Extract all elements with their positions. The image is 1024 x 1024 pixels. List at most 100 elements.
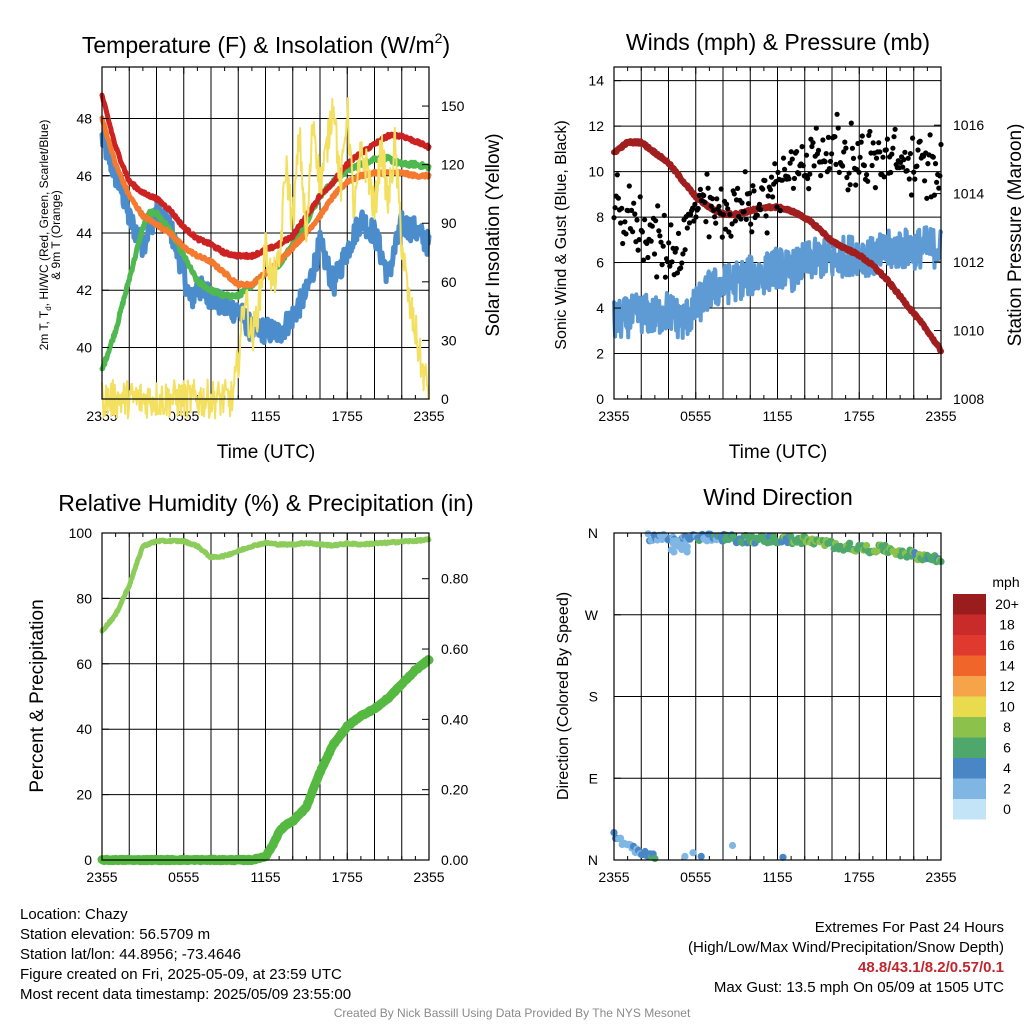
gust-point — [658, 239, 664, 245]
gust-point — [764, 230, 770, 236]
gust-point — [794, 149, 800, 155]
gust-point — [834, 111, 840, 117]
rh-ytick-label-right: 0.60 — [441, 641, 468, 657]
gust-point — [904, 168, 910, 174]
gust-point — [826, 166, 833, 172]
speed-legend-label: 2 — [1003, 781, 1011, 797]
gust-point — [656, 228, 662, 234]
gust-point — [634, 217, 640, 223]
gust-point — [724, 201, 730, 207]
direction-point — [670, 548, 678, 556]
speed-legend-swatch — [953, 717, 986, 738]
gust-point — [937, 173, 943, 179]
gust-point — [782, 166, 788, 172]
gust-point — [867, 128, 873, 135]
gust-point — [881, 174, 887, 180]
gust-point — [880, 154, 886, 160]
gust-point — [618, 220, 624, 226]
gust-point — [623, 231, 629, 237]
direction-point — [846, 539, 854, 547]
gust-point — [835, 125, 841, 131]
gust-point — [751, 188, 757, 194]
speed-legend-swatch — [953, 799, 986, 820]
gust-point — [789, 156, 795, 162]
gust-point — [901, 157, 907, 163]
gust-point — [637, 194, 643, 200]
temp-ytick-label-left: 46 — [76, 168, 92, 184]
gust-point — [822, 159, 828, 165]
gust-point — [790, 185, 797, 191]
gust-point — [642, 217, 648, 223]
gust-point — [703, 219, 709, 225]
wind-ytick-label-right: 1014 — [953, 186, 984, 202]
rh-ytick-label-left: 0 — [84, 852, 92, 868]
gust-point — [861, 162, 868, 169]
gust-point — [639, 229, 646, 235]
direction-point — [728, 841, 737, 850]
temp-series-dewpoint_orange — [99, 115, 432, 289]
winds-left-axis-label: Sonic Wind & Gust (Blue, Black) — [553, 120, 570, 349]
gust-point — [701, 192, 707, 199]
gust-point — [673, 245, 679, 252]
gust-point — [716, 203, 722, 209]
direction-point — [644, 530, 652, 538]
speed-legend-swatch — [953, 594, 986, 615]
gust-point — [612, 205, 618, 211]
gust-point — [858, 139, 864, 145]
gust-point — [889, 151, 895, 157]
gust-point — [890, 145, 896, 151]
dir-xtick-label: 1155 — [762, 869, 792, 885]
gust-point — [925, 161, 931, 167]
gust-point — [805, 175, 811, 182]
dir-ytick-label: E — [589, 770, 598, 786]
gust-point — [651, 251, 658, 257]
gust-point — [865, 178, 871, 184]
gust-point — [668, 222, 674, 228]
gust-point — [726, 229, 732, 235]
wind-ytick-label-left: 8 — [596, 209, 604, 225]
gust-point — [728, 233, 734, 239]
gust-point — [877, 149, 883, 155]
wind-ytick-label-left: 12 — [588, 118, 604, 134]
wind-ytick-label-right: 1010 — [953, 323, 984, 339]
rh-ytick-label-left: 100 — [69, 525, 93, 541]
gust-point — [749, 229, 755, 235]
gust-point — [767, 187, 774, 193]
gust-point — [864, 172, 870, 178]
extremes-info: Extremes For Past 24 Hours (High/Low/Max… — [688, 918, 1004, 998]
gust-point — [891, 134, 897, 140]
gust-point — [876, 140, 882, 146]
station-info: Location: Chazy Station elevation: 56.57… — [20, 905, 351, 1005]
gust-point — [842, 139, 848, 145]
rh-ytick-label-left: 60 — [76, 656, 92, 672]
temperature-panel: Temperature (F) & Insolation (W/m2) 2m T… — [37, 30, 504, 463]
direction-left-axis-label: Direction (Colored By Speed) — [555, 592, 572, 800]
figure-created: Figure created on Fri, 2025-05-09, at 23… — [20, 966, 342, 983]
gust-point — [870, 140, 876, 146]
gust-point — [780, 155, 787, 161]
gust-point — [748, 221, 754, 227]
gust-point — [747, 190, 753, 196]
gust-point — [774, 204, 780, 210]
gust-point — [714, 196, 720, 202]
gust-point — [713, 220, 719, 226]
gust-point — [811, 163, 817, 169]
gust-point — [619, 205, 625, 211]
gust-point — [645, 254, 651, 261]
gust-point — [857, 154, 863, 160]
gust-point — [729, 221, 735, 227]
gust-point — [692, 201, 698, 207]
gust-point — [757, 207, 764, 213]
station-location: Location: Chazy — [20, 906, 128, 923]
gust-point — [908, 192, 915, 198]
relative-humidity-line — [99, 536, 432, 634]
gust-point — [914, 163, 920, 169]
gust-point — [848, 120, 854, 126]
wind-ytick-label-left: 2 — [596, 346, 604, 362]
gust-point — [688, 211, 694, 218]
gust-point — [655, 203, 661, 209]
gust-point — [853, 182, 859, 188]
gust-point — [644, 240, 650, 246]
direction-point — [651, 854, 659, 863]
temperature-x-axis-label: Time (UTC) — [217, 442, 316, 463]
